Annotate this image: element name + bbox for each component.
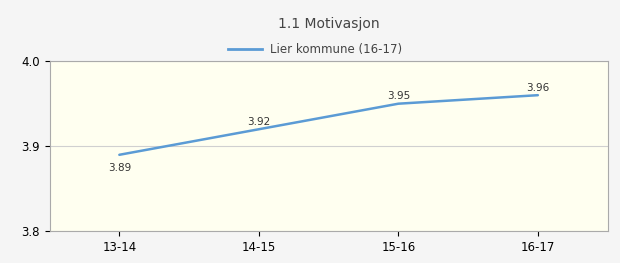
Text: 3.89: 3.89 <box>108 163 131 173</box>
Text: 3.96: 3.96 <box>526 83 549 93</box>
Text: Lier kommune (16-17): Lier kommune (16-17) <box>270 43 402 56</box>
Text: 3.92: 3.92 <box>247 117 270 127</box>
Text: 3.95: 3.95 <box>387 91 410 101</box>
Text: 1.1 Motivasjon: 1.1 Motivasjon <box>278 17 379 32</box>
